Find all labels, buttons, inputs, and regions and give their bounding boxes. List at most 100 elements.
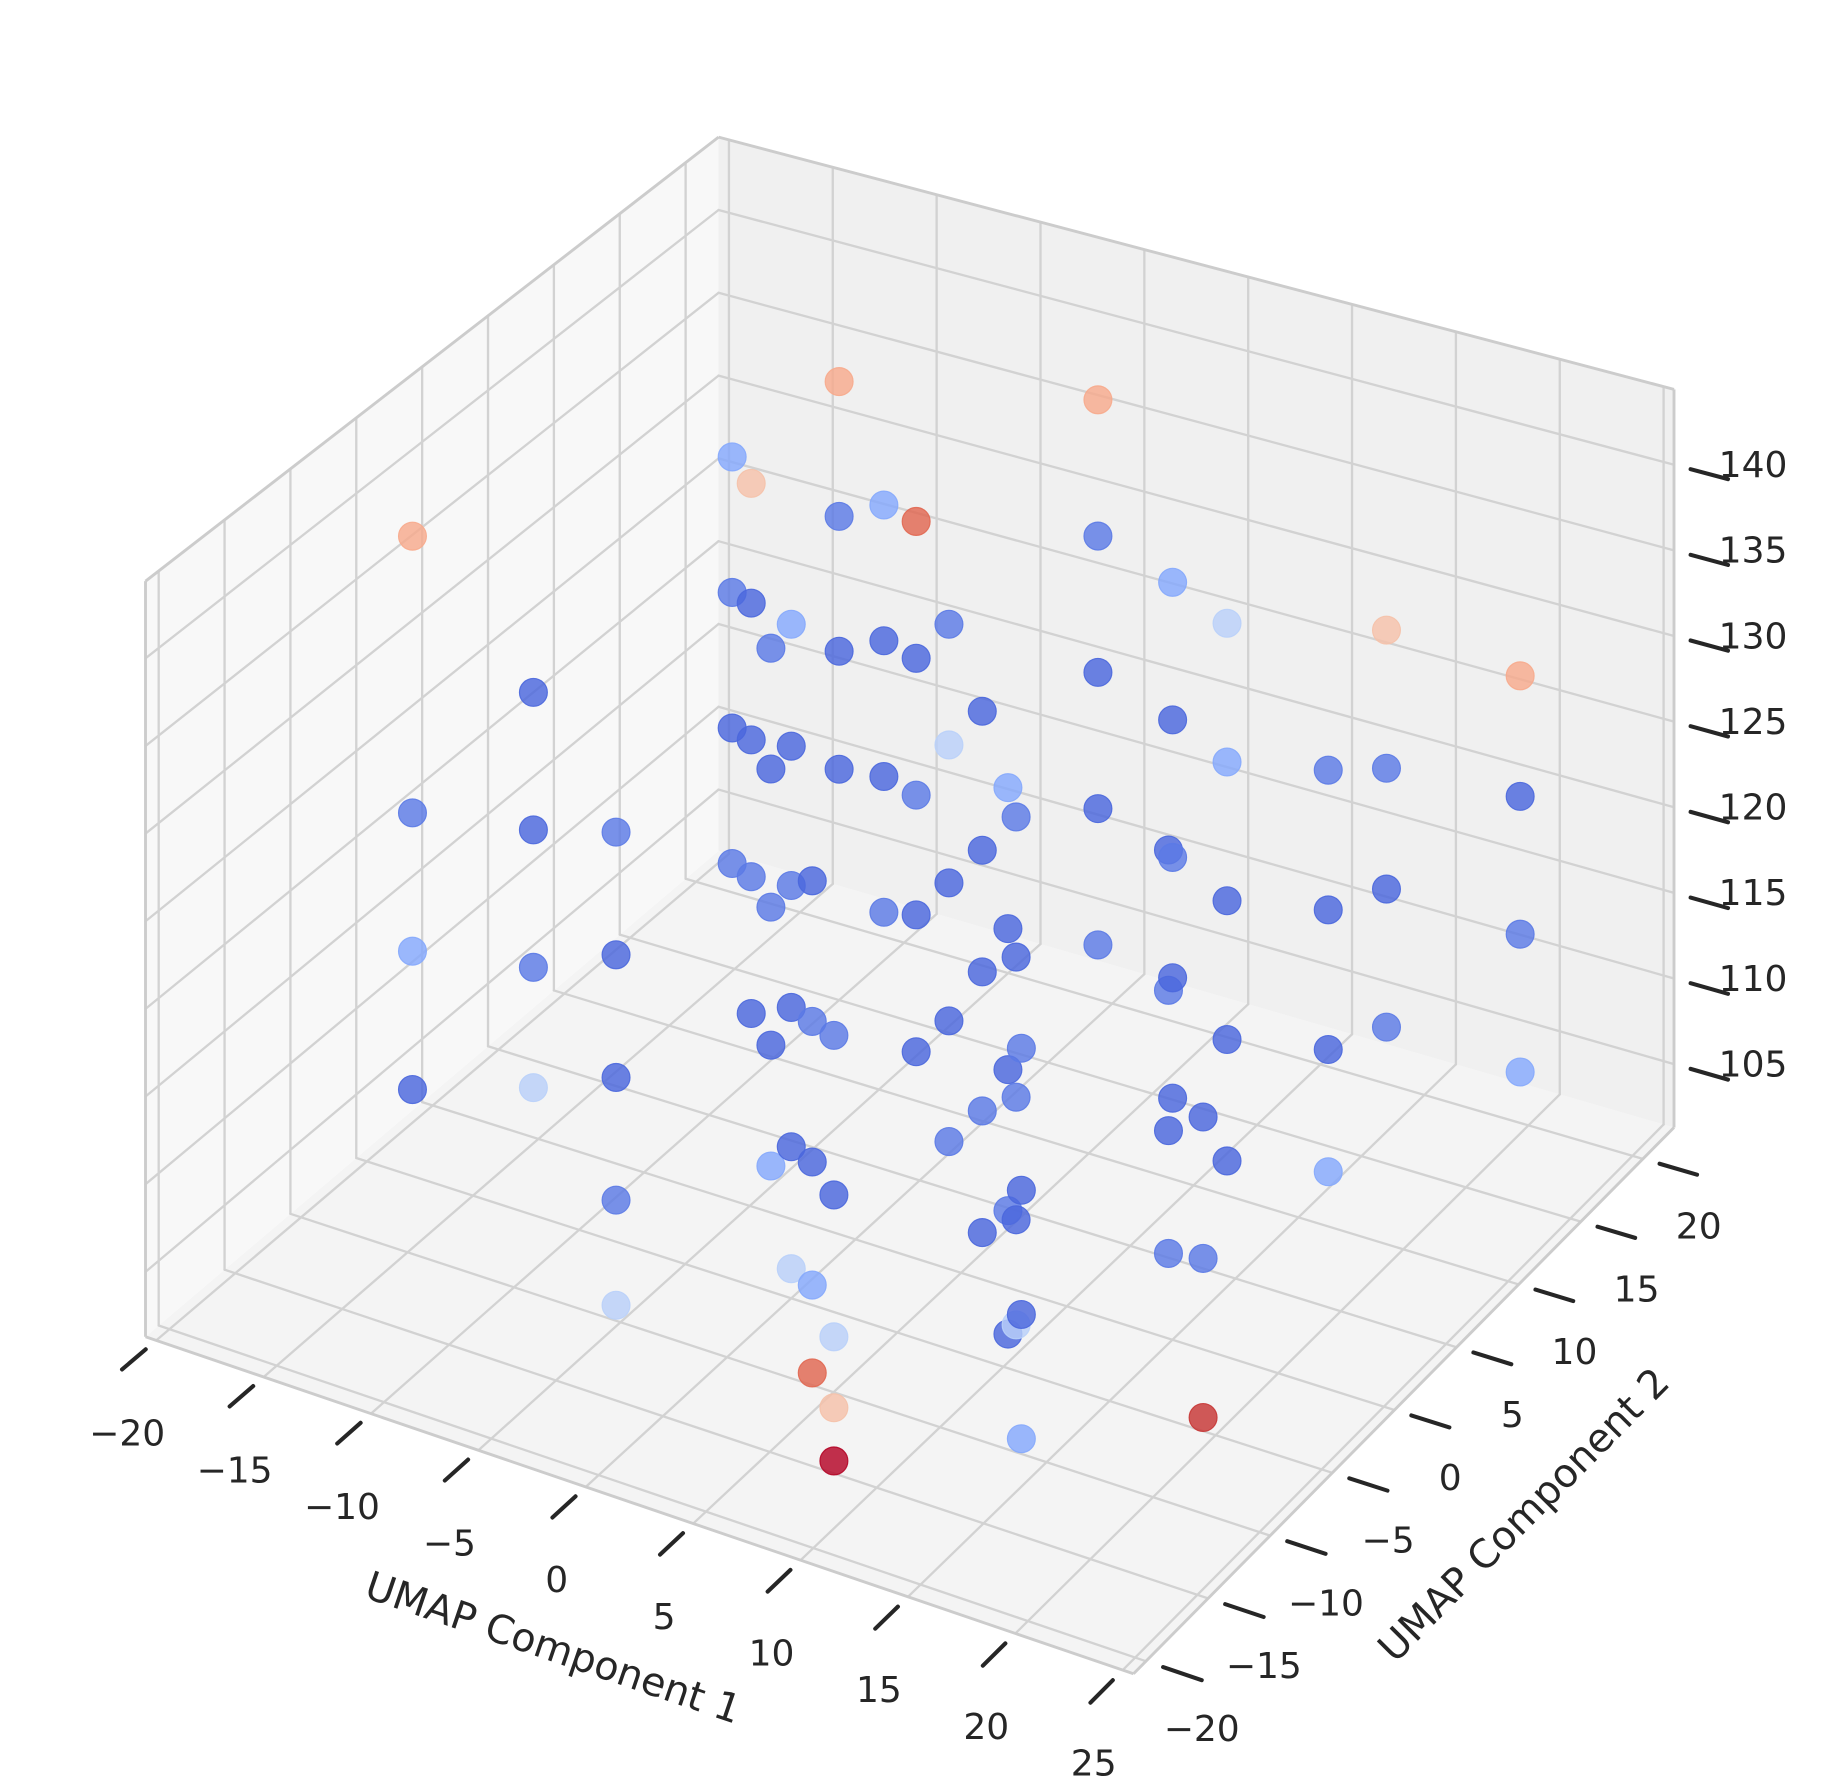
point [397,521,427,551]
point [601,940,631,970]
point [736,998,766,1029]
point [1083,385,1113,415]
z-tick-label: 110 [1719,959,1788,1000]
grid-line [552,989,1520,1286]
point [1158,963,1188,993]
point [1006,1033,1036,1063]
z-tick [1688,552,1731,567]
point [397,936,427,966]
point [993,773,1023,803]
grid-line [420,1100,1396,1412]
point [776,731,806,761]
point [819,1322,849,1352]
grid-line [223,1268,1210,1600]
y-tick-label: −20 [1164,1709,1240,1750]
point [756,1030,786,1060]
axis-edge [1132,1126,1676,1675]
point [1001,942,1031,972]
y-tick-label: −10 [1288,1583,1364,1624]
point [1505,781,1535,811]
grid-line [1014,1093,1561,1635]
z-tick-label: 135 [1719,531,1788,572]
y-axis-label: UMAP Component 2 [1369,1359,1678,1671]
z-tick [1688,809,1731,825]
z-tick [1688,638,1731,653]
point [819,1446,849,1476]
point [776,609,806,639]
point [1212,1146,1242,1176]
point [776,1254,806,1284]
grid-line [684,877,1645,1161]
axis-edge [144,136,720,583]
point [601,1185,631,1215]
point [1153,1116,1184,1146]
point [736,725,766,755]
point [1006,1299,1036,1330]
grid-line [1121,1123,1665,1672]
point [797,1358,827,1388]
y-tick [1471,1350,1514,1367]
grid-line [717,540,1676,809]
z-tick [1688,724,1731,739]
point [934,730,964,760]
axis-edge [718,135,1675,391]
y-tick-label: 0 [1439,1458,1462,1499]
y-tick [1533,1287,1576,1304]
point [797,866,827,896]
point [1212,886,1242,916]
point [819,1020,849,1050]
y-tick-label: −15 [1226,1646,1302,1687]
point [934,609,964,639]
point [717,442,747,472]
point [756,754,786,784]
point [797,1270,827,1300]
point [901,506,931,536]
point [518,952,548,982]
grid-line [717,622,1676,895]
point [518,677,548,707]
y-tick [1409,1413,1452,1430]
point [601,817,631,847]
point [901,1037,931,1067]
grid-line [144,208,720,660]
point [756,633,786,663]
point [397,798,427,828]
point [824,636,854,666]
point [1188,1402,1218,1433]
x-tick [550,1494,578,1520]
z-tick-label: 130 [1719,616,1788,657]
grid-line [369,912,938,1415]
z-tick [1688,981,1731,996]
grid-line [717,291,1676,552]
point [1371,1012,1402,1042]
point [797,1147,827,1177]
x-tick [765,1567,793,1594]
point [1001,1205,1031,1235]
z-tick-label: 125 [1719,702,1788,743]
grid-line [144,540,720,1011]
x-tick-label: 20 [963,1707,1009,1748]
z-tick [1688,1066,1731,1082]
point [1083,930,1113,960]
point [1371,753,1402,783]
grid-line [717,374,1676,638]
point [819,1180,849,1210]
point [1001,802,1031,832]
grid-line [144,705,720,1186]
point [1188,1102,1218,1132]
point [397,1075,427,1105]
y-tick-label: 5 [1501,1395,1524,1436]
x-tick-label: −15 [197,1450,273,1491]
x-tick [442,1457,471,1483]
point [1212,608,1242,638]
point [1006,1175,1036,1205]
grid-line [262,882,834,1379]
point [967,1218,997,1248]
y-tick-label: −5 [1362,1521,1415,1562]
y-tick [1161,1665,1204,1683]
grid-line [799,1033,1354,1562]
grid-line [144,457,720,923]
point [869,761,899,792]
point [601,1290,631,1320]
